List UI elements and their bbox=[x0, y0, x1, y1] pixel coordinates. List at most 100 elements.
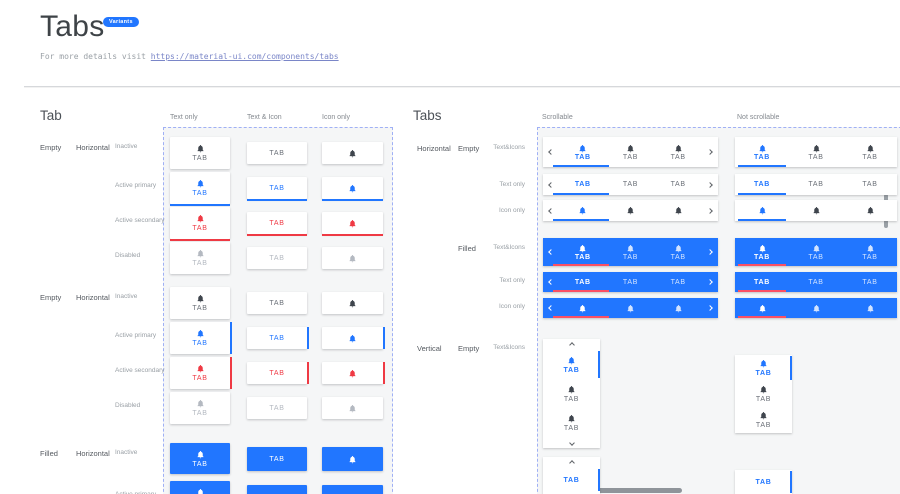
chevron-up-icon[interactable] bbox=[543, 339, 600, 350]
tab-item[interactable]: TAB bbox=[543, 408, 600, 437]
tab-item[interactable]: TAB bbox=[553, 238, 609, 266]
tab-item[interactable] bbox=[607, 298, 655, 318]
tab-item[interactable]: TAB bbox=[543, 350, 600, 379]
tab-item[interactable]: TAB bbox=[843, 272, 897, 292]
tab-item[interactable]: TAB bbox=[607, 272, 655, 292]
chevron-left-icon[interactable] bbox=[543, 238, 559, 266]
tab-item[interactable]: TAB bbox=[654, 272, 702, 292]
tab-item[interactable]: TAB bbox=[553, 272, 609, 292]
tab-card-filled[interactable]: TAB bbox=[170, 481, 230, 494]
tab-item[interactable]: TAB bbox=[735, 238, 789, 266]
tab-item[interactable]: TAB bbox=[543, 379, 600, 408]
tab-card-secondary[interactable]: TAB bbox=[247, 212, 307, 236]
tab-item[interactable] bbox=[843, 200, 897, 221]
tab-card-inactive[interactable] bbox=[322, 292, 383, 314]
tab-card-primary[interactable] bbox=[322, 327, 385, 349]
tab-item[interactable]: TAB bbox=[543, 468, 600, 492]
tab-item[interactable] bbox=[654, 200, 702, 221]
tab-card-inactive[interactable] bbox=[322, 142, 383, 164]
tab-item[interactable]: TAB bbox=[607, 174, 655, 195]
tab-card-secondary[interactable] bbox=[322, 362, 385, 384]
tab-card-disabled[interactable]: TAB bbox=[247, 247, 307, 269]
tab-card-disabled[interactable]: TAB bbox=[170, 392, 230, 424]
tab-item[interactable] bbox=[607, 200, 655, 221]
tab-item[interactable]: TAB bbox=[735, 407, 792, 433]
tab-item[interactable]: TAB bbox=[735, 381, 792, 407]
chevron-left-icon[interactable] bbox=[543, 174, 559, 195]
tab-card-filled[interactable]: TAB bbox=[247, 447, 307, 471]
tab-item[interactable]: TAB bbox=[789, 174, 843, 195]
bell-icon bbox=[759, 411, 768, 420]
horizontal-scrollbar-thumb[interactable] bbox=[580, 488, 682, 493]
tab-card-inactive[interactable]: TAB bbox=[247, 292, 307, 314]
chevron-left-icon[interactable] bbox=[543, 298, 559, 318]
tab-card-filled[interactable]: TAB bbox=[247, 485, 307, 494]
tab-item[interactable] bbox=[553, 200, 609, 221]
tab-card-primary[interactable] bbox=[322, 177, 383, 201]
tab-card-disabled[interactable]: TAB bbox=[170, 242, 230, 274]
chevron-right-icon[interactable] bbox=[702, 238, 718, 266]
docs-link[interactable]: https://material-ui.com/components/tabs bbox=[150, 52, 339, 61]
chevron-right-icon[interactable] bbox=[702, 298, 718, 318]
tab-card-filled[interactable] bbox=[322, 485, 383, 494]
tab-item[interactable] bbox=[553, 298, 609, 318]
tab-item[interactable]: TAB bbox=[843, 137, 897, 167]
chevron-right-icon[interactable] bbox=[702, 174, 718, 195]
tab-card-disabled[interactable]: TAB bbox=[247, 397, 307, 419]
tab-card-disabled[interactable] bbox=[322, 247, 383, 269]
tab-item[interactable]: TAB bbox=[789, 238, 843, 266]
tab-card-primary[interactable]: TAB bbox=[247, 327, 309, 349]
tab-item[interactable]: TAB bbox=[654, 137, 702, 167]
tab-card-secondary[interactable]: TAB bbox=[170, 357, 232, 389]
tab-item[interactable]: TAB bbox=[735, 174, 789, 195]
tab-item[interactable]: TAB bbox=[553, 174, 609, 195]
tab-card-disabled[interactable] bbox=[322, 397, 383, 419]
tab-card-secondary[interactable]: TAB bbox=[247, 362, 309, 384]
chevron-left-icon[interactable] bbox=[543, 200, 559, 221]
bell-icon bbox=[348, 334, 357, 343]
tab-item[interactable]: TAB bbox=[607, 137, 655, 167]
tab-item[interactable]: TAB bbox=[789, 272, 843, 292]
tab-item[interactable] bbox=[789, 298, 843, 318]
chevron-right-icon[interactable] bbox=[702, 272, 718, 292]
tab-item[interactable]: TAB bbox=[789, 137, 843, 167]
tab-card-secondary[interactable] bbox=[322, 212, 383, 236]
chevron-left-icon[interactable] bbox=[543, 137, 559, 167]
tab-item[interactable]: TAB bbox=[607, 238, 655, 266]
tab-item[interactable] bbox=[735, 200, 789, 221]
tab-item[interactable]: TAB bbox=[843, 238, 897, 266]
tab-item[interactable]: TAB bbox=[735, 470, 792, 494]
tab-card-secondary[interactable]: TAB bbox=[170, 207, 230, 241]
tab-card-filled[interactable] bbox=[322, 447, 383, 471]
active-indicator bbox=[553, 165, 609, 167]
tab-item[interactable]: TAB bbox=[654, 238, 702, 266]
chevron-down-icon[interactable] bbox=[543, 437, 600, 448]
tab-label: TAB bbox=[574, 253, 591, 261]
tab-item[interactable]: TAB bbox=[735, 355, 792, 381]
tab-card-filled[interactable]: TAB bbox=[170, 443, 230, 474]
tab-item[interactable] bbox=[789, 200, 843, 221]
tab-item[interactable]: TAB bbox=[553, 137, 609, 167]
tab-label: TAB bbox=[862, 153, 878, 161]
tab-card-primary[interactable]: TAB bbox=[170, 322, 232, 354]
tab-item[interactable] bbox=[735, 298, 789, 318]
chevron-up-icon[interactable] bbox=[543, 457, 600, 468]
subtitle-text: For more details visit bbox=[40, 52, 151, 61]
tabs-bar-filled: TAB TAB TAB bbox=[735, 238, 897, 266]
chevron-left-icon[interactable] bbox=[543, 272, 559, 292]
bell-icon bbox=[348, 455, 357, 464]
chevron-right-icon[interactable] bbox=[702, 137, 718, 167]
bell-icon bbox=[348, 149, 357, 158]
tab-card-inactive[interactable]: TAB bbox=[170, 287, 230, 319]
tab-card-inactive[interactable]: TAB bbox=[247, 142, 307, 164]
tab-item[interactable] bbox=[654, 298, 702, 318]
tab-card-primary[interactable]: TAB bbox=[247, 177, 307, 201]
chevron-right-icon[interactable] bbox=[702, 200, 718, 221]
tab-item[interactable] bbox=[843, 298, 897, 318]
tab-card-inactive[interactable]: TAB bbox=[170, 137, 230, 169]
tab-item[interactable]: TAB bbox=[735, 137, 789, 167]
tab-item[interactable]: TAB bbox=[654, 174, 702, 195]
tab-card-primary[interactable]: TAB bbox=[170, 172, 230, 206]
tab-item[interactable]: TAB bbox=[735, 272, 789, 292]
tab-item[interactable]: TAB bbox=[843, 174, 897, 195]
